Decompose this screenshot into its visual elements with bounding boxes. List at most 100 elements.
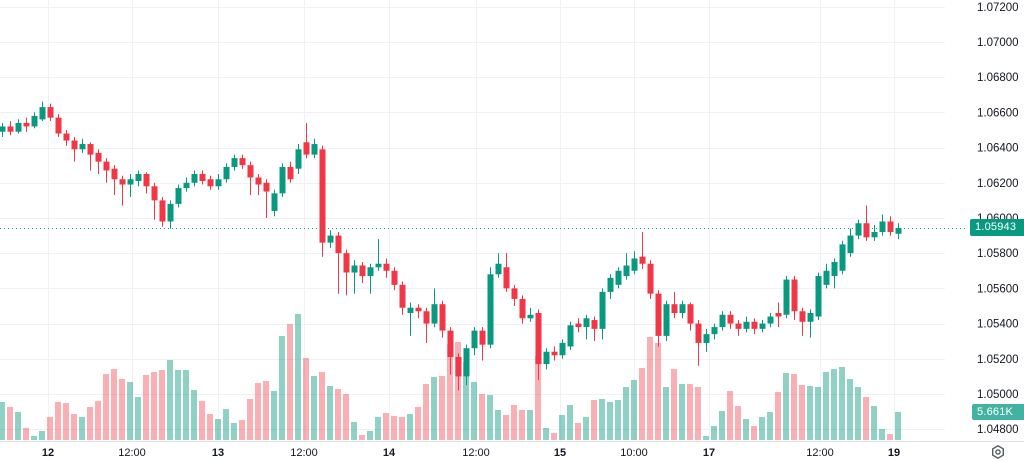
candle-body: [879, 221, 886, 233]
price-tick-label: 1.06600: [977, 107, 1019, 119]
candle-body: [7, 126, 14, 132]
volume-bar: [439, 376, 445, 440]
volume-bar: [799, 385, 805, 440]
volume-bar: [887, 434, 893, 440]
volume-bar: [271, 391, 277, 440]
volume-bar: [375, 417, 381, 440]
candle-body: [87, 144, 94, 155]
volume-bar: [839, 367, 845, 440]
candle-body: [231, 158, 238, 167]
volume-bar: [719, 411, 725, 440]
candle-body: [783, 279, 790, 315]
volume-bar: [351, 422, 357, 440]
volume-bar: [527, 410, 533, 440]
candle-body: [511, 288, 518, 299]
volume-bar: [863, 397, 869, 440]
volume-bar: [15, 412, 21, 440]
volume-bar: [655, 343, 661, 440]
volume-bar: [703, 436, 709, 440]
volume-bar: [847, 379, 853, 440]
volume-bar: [327, 386, 333, 440]
candle-body: [327, 235, 334, 243]
volume-bar: [55, 402, 61, 440]
candle-body: [471, 330, 478, 349]
candle-body: [447, 330, 454, 358]
time-tick-label: 12:00: [118, 447, 146, 459]
candle-body: [751, 321, 758, 329]
volume-bar: [359, 435, 365, 440]
volume-bar: [759, 417, 765, 440]
candle-body: [455, 357, 462, 377]
price-tick-label: 1.07200: [977, 2, 1019, 14]
axis-settings-button[interactable]: [990, 444, 1006, 460]
volume-bar: [447, 344, 453, 440]
last-price-badge: 1.05943: [970, 219, 1024, 236]
candle-body: [591, 320, 598, 329]
volume-bar: [255, 383, 261, 440]
volume-bar: [95, 401, 101, 440]
time-tick-label: 10:00: [620, 447, 648, 459]
volume-bar: [103, 374, 109, 440]
volume-bar: [471, 382, 477, 440]
time-tick-label: 19: [888, 447, 900, 459]
volume-bar: [247, 399, 253, 440]
candle-body: [527, 314, 534, 319]
candle-body: [383, 263, 390, 271]
volume-bar: [231, 423, 237, 440]
candle-body: [207, 179, 214, 187]
candle-body: [679, 304, 686, 314]
time-axis[interactable]: 12 12:00 13 12:00 14 12:00 15 10:00 17 12:00 19: [42, 447, 900, 459]
candle-body: [287, 166, 294, 180]
candle-body: [807, 313, 814, 322]
candle-body: [271, 193, 278, 211]
volume-bar: [7, 407, 13, 440]
volume-bar: [831, 369, 837, 440]
volume-bar: [503, 415, 509, 440]
volume-bar: [23, 428, 29, 440]
volume-bar: [175, 370, 181, 440]
candle-body: [159, 200, 166, 222]
candle-body: [119, 179, 126, 185]
volume-bar: [631, 380, 637, 440]
volume-bar: [559, 415, 565, 440]
candles: [0, 101, 902, 391]
candle-body: [599, 291, 606, 329]
candle-body: [55, 117, 62, 134]
time-tick-label: 12: [42, 447, 54, 459]
candle-body: [15, 122, 22, 132]
volume-bar: [199, 401, 205, 440]
candle-body: [871, 232, 878, 238]
volume-bar: [543, 428, 549, 440]
volume-bar: [455, 342, 461, 440]
candle-body: [855, 223, 862, 236]
candle-body: [823, 270, 830, 285]
candle-body: [439, 304, 446, 331]
candle-body: [143, 173, 150, 187]
volume-bar: [783, 373, 789, 440]
volume-bar: [31, 436, 37, 440]
price-axis[interactable]: 1.07200 1.07000 1.06800 1.06600 1.06400 1.062…: [977, 2, 1019, 436]
volume-bar: [47, 417, 53, 440]
candle-body: [887, 221, 894, 233]
candle-body: [703, 334, 710, 343]
candle-body: [135, 173, 142, 182]
time-tick-label: 13: [212, 447, 224, 459]
candle-body: [655, 293, 662, 336]
volume-bar: [343, 394, 349, 440]
volume-bar: [807, 386, 813, 440]
volume-bars: [0, 314, 901, 440]
volume-bar: [871, 406, 877, 440]
time-tick-label: 12:00: [462, 447, 490, 459]
volume-bar: [735, 406, 741, 440]
candle-body: [695, 323, 702, 343]
volume-bar: [183, 370, 189, 440]
volume-bar: [311, 376, 317, 440]
candle-body: [639, 256, 646, 264]
candle-body: [167, 203, 174, 222]
candle-body: [111, 168, 118, 180]
candle-body: [0, 126, 6, 132]
volume-bar: [679, 384, 685, 440]
candle-body: [423, 311, 430, 324]
